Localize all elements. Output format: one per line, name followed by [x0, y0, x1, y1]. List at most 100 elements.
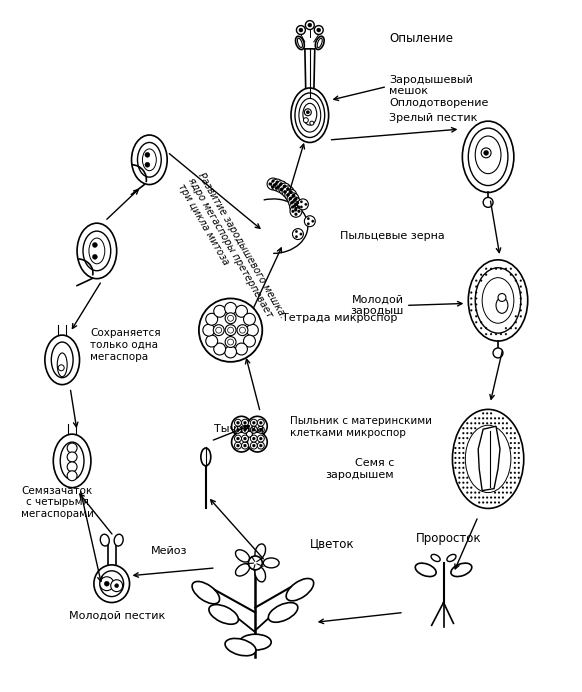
Circle shape [486, 502, 488, 504]
Ellipse shape [482, 277, 514, 323]
Circle shape [246, 325, 258, 336]
Circle shape [510, 472, 512, 474]
Ellipse shape [315, 36, 324, 50]
Ellipse shape [240, 635, 271, 650]
Ellipse shape [89, 238, 105, 264]
Circle shape [236, 437, 239, 440]
Circle shape [283, 190, 286, 194]
Ellipse shape [201, 448, 211, 466]
Circle shape [296, 26, 306, 35]
Circle shape [115, 584, 119, 588]
Circle shape [514, 457, 516, 459]
Circle shape [514, 462, 516, 464]
Circle shape [495, 268, 497, 270]
Circle shape [295, 235, 298, 238]
Ellipse shape [114, 534, 123, 546]
Circle shape [466, 491, 469, 493]
Circle shape [475, 303, 477, 305]
Circle shape [272, 185, 275, 188]
Circle shape [478, 417, 480, 419]
Circle shape [510, 447, 512, 449]
Circle shape [466, 486, 469, 489]
Circle shape [260, 421, 262, 424]
Ellipse shape [452, 410, 524, 509]
Ellipse shape [137, 143, 161, 177]
Circle shape [281, 188, 283, 190]
Text: Пыльник с материнскими
клетками микроспор: Пыльник с материнскими клетками микроспо… [290, 417, 432, 438]
Text: Сохраняется
только одна
мегаспора: Сохраняется только одна мегаспора [90, 329, 161, 362]
Circle shape [510, 491, 512, 493]
Ellipse shape [236, 564, 250, 576]
Circle shape [475, 316, 477, 317]
Ellipse shape [192, 581, 219, 604]
Ellipse shape [447, 554, 456, 561]
Ellipse shape [100, 571, 123, 597]
Circle shape [295, 230, 298, 233]
Circle shape [455, 467, 456, 468]
Circle shape [282, 186, 294, 198]
Circle shape [515, 327, 517, 329]
Circle shape [257, 442, 264, 449]
Circle shape [505, 327, 507, 329]
Circle shape [286, 193, 289, 197]
Circle shape [490, 333, 492, 335]
Circle shape [206, 313, 218, 325]
Circle shape [250, 426, 257, 433]
Ellipse shape [295, 93, 325, 138]
Circle shape [514, 447, 516, 449]
Circle shape [518, 452, 520, 454]
Ellipse shape [466, 426, 511, 493]
Circle shape [299, 28, 303, 32]
Circle shape [480, 321, 482, 323]
Circle shape [520, 286, 522, 288]
Circle shape [502, 486, 504, 489]
Circle shape [482, 422, 484, 424]
Circle shape [466, 422, 469, 424]
Circle shape [294, 197, 297, 201]
Circle shape [510, 274, 512, 275]
Circle shape [273, 183, 276, 187]
Circle shape [310, 121, 314, 125]
Circle shape [276, 187, 279, 190]
Circle shape [514, 472, 516, 474]
Circle shape [243, 313, 255, 325]
Circle shape [474, 417, 476, 419]
Circle shape [455, 452, 456, 454]
Circle shape [480, 327, 482, 329]
Circle shape [279, 183, 291, 195]
Circle shape [271, 179, 283, 191]
Circle shape [462, 427, 464, 429]
Circle shape [462, 482, 464, 484]
Circle shape [257, 435, 264, 442]
Circle shape [93, 242, 97, 248]
Circle shape [235, 419, 242, 426]
Circle shape [459, 447, 460, 449]
Circle shape [478, 491, 480, 493]
Circle shape [520, 316, 522, 317]
Circle shape [304, 216, 315, 227]
Circle shape [482, 497, 484, 498]
Circle shape [291, 206, 294, 208]
Circle shape [500, 268, 502, 270]
Circle shape [58, 365, 64, 371]
Circle shape [243, 421, 246, 424]
Circle shape [199, 298, 262, 362]
Circle shape [243, 444, 246, 447]
Circle shape [518, 477, 520, 479]
Circle shape [225, 325, 236, 336]
Circle shape [520, 309, 522, 311]
Circle shape [475, 309, 477, 311]
Circle shape [243, 335, 255, 347]
Circle shape [514, 432, 516, 434]
Circle shape [515, 274, 517, 275]
Circle shape [275, 183, 278, 185]
Circle shape [242, 419, 249, 426]
Ellipse shape [143, 149, 157, 171]
Ellipse shape [296, 36, 304, 50]
Circle shape [462, 447, 464, 449]
Circle shape [490, 268, 492, 270]
Circle shape [474, 491, 476, 493]
Circle shape [203, 325, 215, 336]
Circle shape [253, 428, 255, 431]
Ellipse shape [225, 639, 256, 656]
